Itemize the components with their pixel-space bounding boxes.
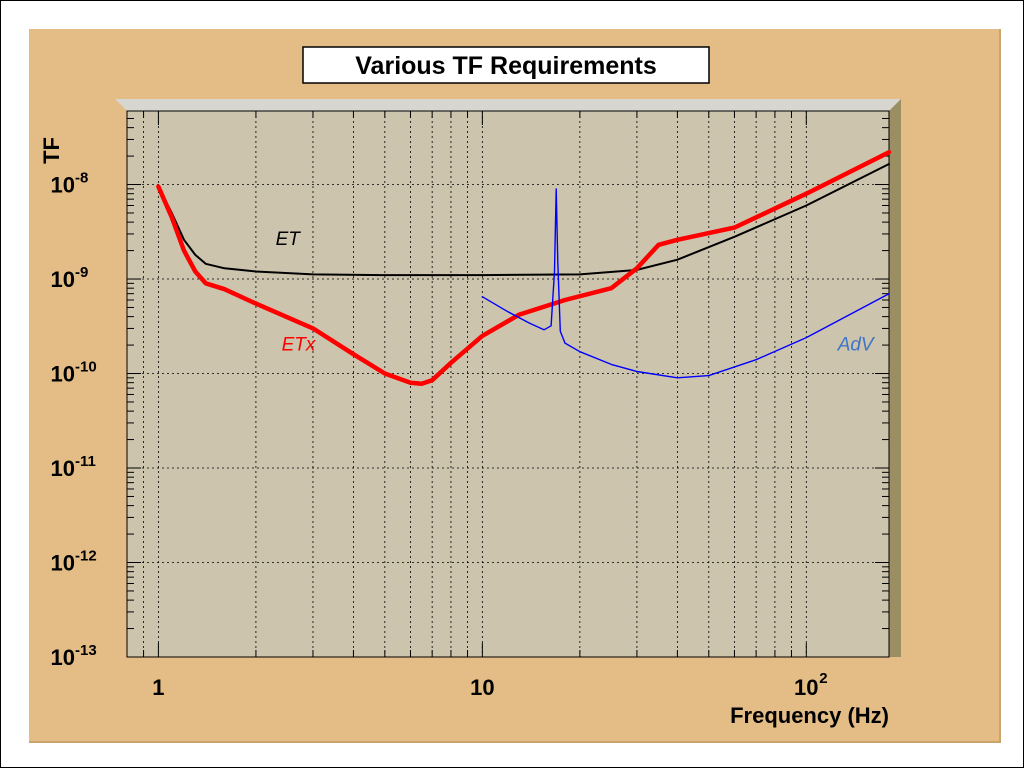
y-tick-label: 10 <box>51 456 75 481</box>
x-tick-exponent: 2 <box>819 670 827 687</box>
plot-frame-top <box>115 99 901 111</box>
plot-area <box>126 110 890 658</box>
minor-ticks <box>126 111 889 658</box>
series-annotation-adv: AdV <box>837 335 876 356</box>
y-tick-label: 10 <box>51 551 75 576</box>
series-annotation-et: ET <box>276 229 302 250</box>
x-tick-label: 10 <box>470 675 494 700</box>
chart-title: Various TF Requirements <box>355 52 656 80</box>
y-tick-exponent: -10 <box>75 359 97 376</box>
series-annotation-etx: ETx <box>282 335 317 356</box>
y-tick-exponent: -11 <box>75 453 96 470</box>
y-tick-exponent: -13 <box>75 642 97 659</box>
y-tick-label: 10 <box>51 645 75 670</box>
series-line-et <box>157 163 890 277</box>
grid-lines <box>126 111 889 658</box>
series-layer <box>156 149 892 386</box>
y-tick-label: 10 <box>51 267 75 292</box>
y-tick-exponent: -12 <box>75 548 97 565</box>
series-annotations: ET ETx AdV <box>276 229 876 356</box>
y-tick-label: 10 <box>51 173 75 198</box>
y-axis-title: TF <box>39 137 64 164</box>
plot-frame-right <box>889 99 901 657</box>
chart-title-box <box>302 46 710 84</box>
x-axis-title: Frequency (Hz) <box>730 703 889 728</box>
series-line-adv <box>481 188 890 379</box>
y-tick-exponent: -9 <box>75 264 88 281</box>
chart-canvas: 10 -13 10 -12 10 -11 10 -10 10 -9 10 -8 1 10 10 2 ET ETx… <box>29 29 1001 743</box>
x-tick-label: 10 <box>794 675 818 700</box>
series-line-etx <box>156 149 892 386</box>
y-tick-exponent: -8 <box>75 170 88 187</box>
y-tick-label: 10 <box>51 362 75 387</box>
x-tick-label: 1 <box>152 675 164 700</box>
